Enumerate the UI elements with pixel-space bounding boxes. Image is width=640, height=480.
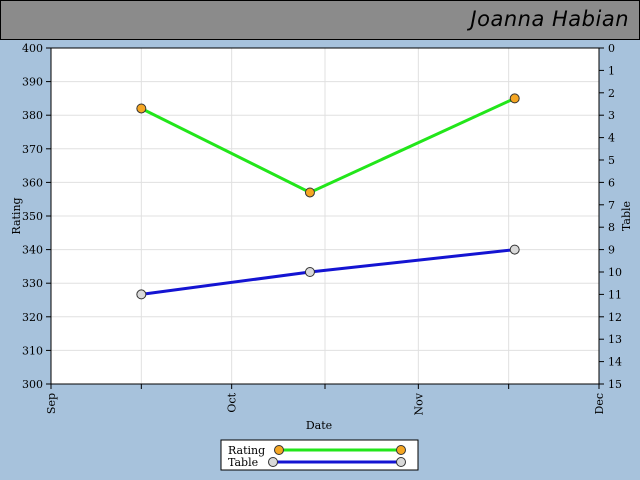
left-axis-tick-label: 380 xyxy=(22,109,43,122)
right-axis-tick-label: 5 xyxy=(608,154,615,167)
right-axis-tick-label: 6 xyxy=(608,176,615,189)
x-axis-tick-label: Nov xyxy=(412,392,425,415)
right-axis-tick-label: 12 xyxy=(608,311,622,324)
right-axis-tick-label: 14 xyxy=(608,356,622,369)
legend-swatch-marker xyxy=(396,445,406,455)
right-axis-tick-label: 4 xyxy=(608,132,615,145)
player-name: Joanna Habian xyxy=(470,7,629,31)
left-axis-tick-label: 320 xyxy=(22,311,43,324)
right-axis-tick-label: 3 xyxy=(608,109,615,122)
x-axis-tick-label: Dec xyxy=(593,393,606,415)
x-axis-tick-label: Sep xyxy=(45,393,58,414)
right-axis-tick-label: 15 xyxy=(608,378,622,391)
left-axis-tick-label: 400 xyxy=(22,42,43,55)
right-axis-tick-label: 10 xyxy=(608,266,622,279)
right-axis-tick-label: 8 xyxy=(608,221,615,234)
legend-label: Table xyxy=(228,456,258,469)
x-axis-title: Date xyxy=(306,419,332,432)
left-axis-tick-label: 300 xyxy=(22,378,43,391)
left-axis-title: Rating xyxy=(10,197,23,234)
left-axis-tick-label: 370 xyxy=(22,143,43,156)
data-point-table xyxy=(509,244,520,255)
left-axis-tick-label: 360 xyxy=(22,176,43,189)
data-point-rating xyxy=(136,103,147,114)
right-axis-title: Table xyxy=(620,201,633,231)
right-axis-tick-label: 7 xyxy=(608,199,615,212)
left-axis-tick-label: 350 xyxy=(22,210,43,223)
left-axis-tick-label: 330 xyxy=(22,277,43,290)
legend-label: Rating xyxy=(228,444,265,457)
right-axis-tick-label: 1 xyxy=(608,64,615,77)
data-point-rating xyxy=(509,93,520,104)
data-point-rating xyxy=(304,187,315,198)
right-axis-tick-label: 0 xyxy=(608,42,615,55)
right-axis-tick-label: 2 xyxy=(608,87,615,100)
left-axis-tick-label: 310 xyxy=(22,344,43,357)
x-axis-tick-label: Oct xyxy=(226,392,239,412)
left-axis-tick-label: 390 xyxy=(22,76,43,89)
left-axis-tick-label: 340 xyxy=(22,244,43,257)
legend-swatch-marker xyxy=(396,457,406,467)
legend-swatch-marker xyxy=(274,445,284,455)
data-point-table xyxy=(136,289,147,300)
legend-box xyxy=(220,439,419,471)
data-point-table xyxy=(304,267,315,277)
chart-header: Joanna Habian xyxy=(0,0,640,40)
right-axis-tick-label: 9 xyxy=(608,244,615,257)
right-axis-tick-label: 13 xyxy=(608,333,622,346)
right-axis-tick-label: 11 xyxy=(608,288,622,301)
legend-swatch-marker xyxy=(268,457,278,467)
